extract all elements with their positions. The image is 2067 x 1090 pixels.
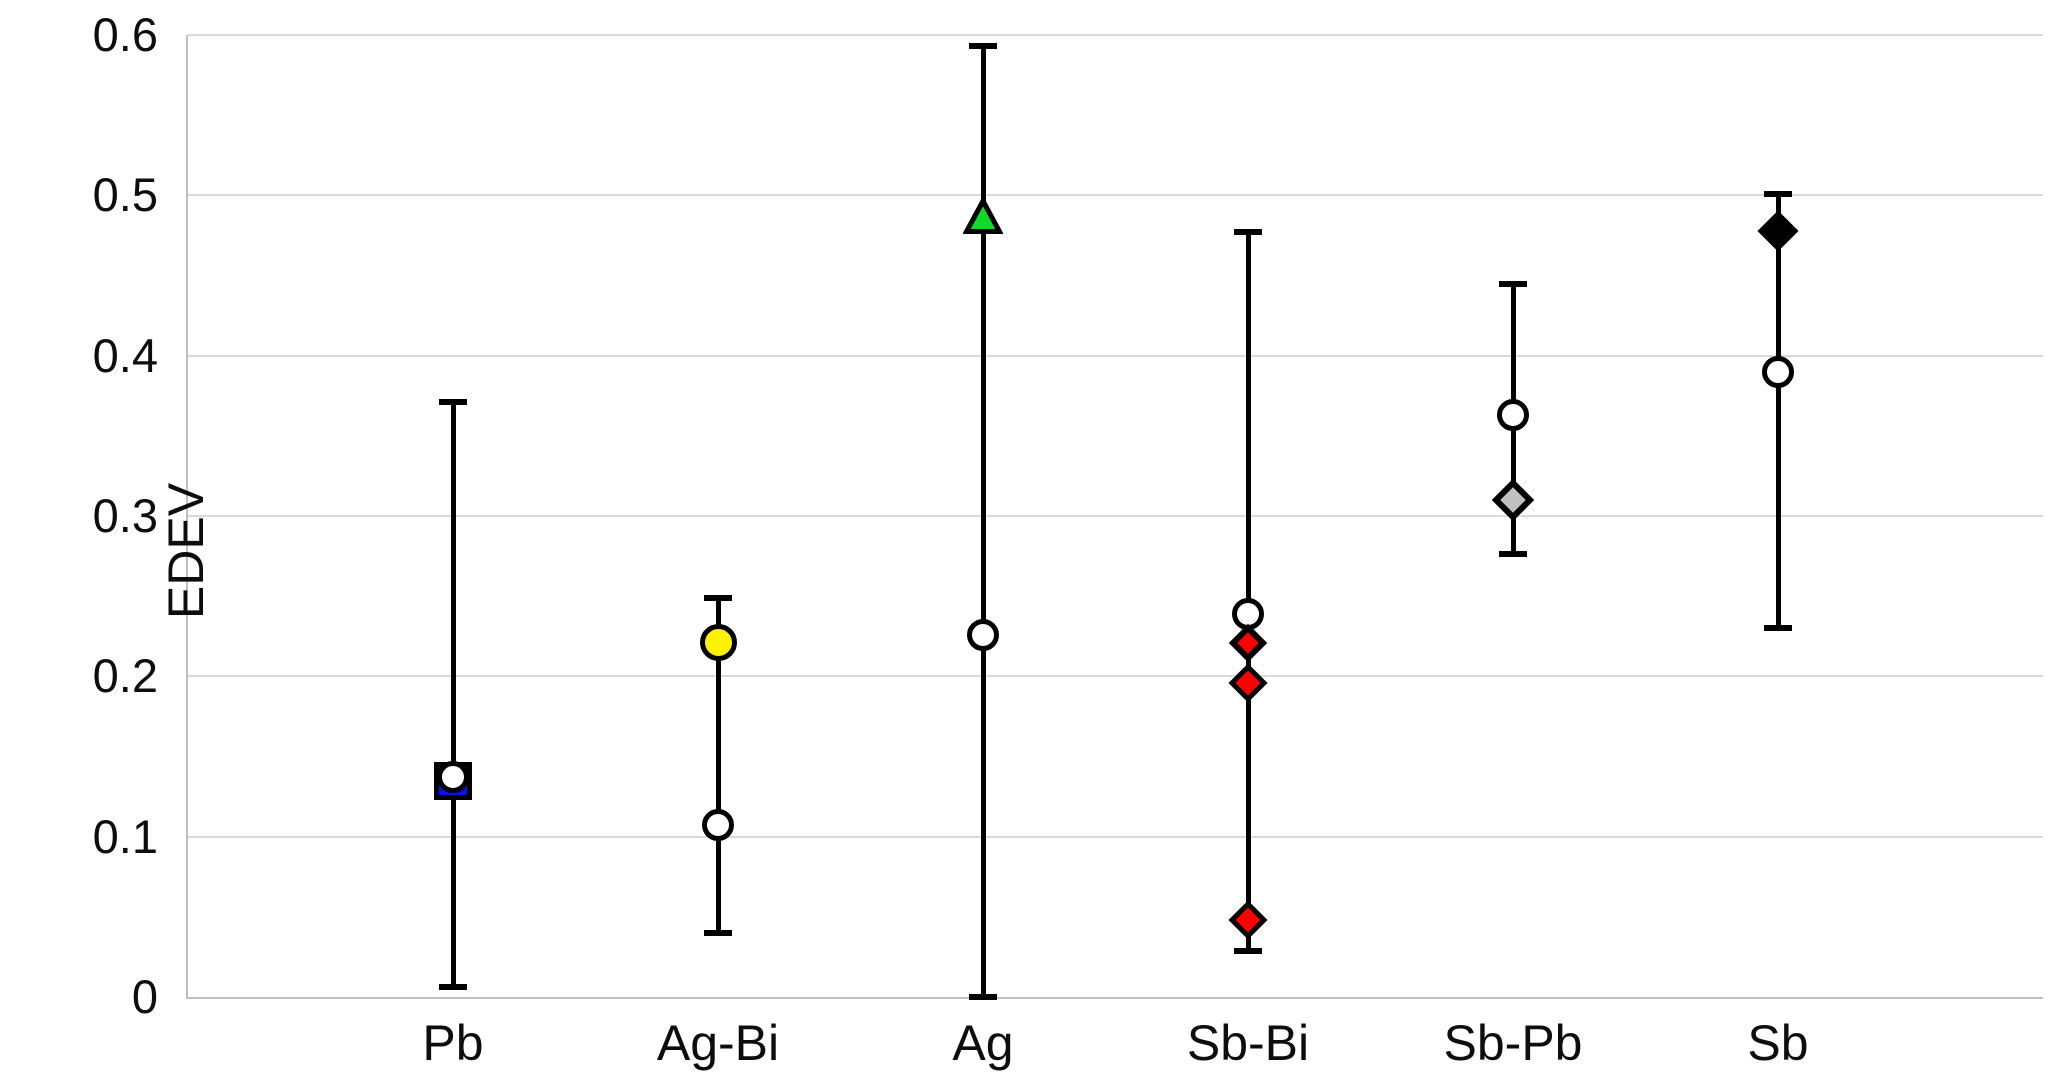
error-bar-Pb (450, 402, 456, 988)
plot-area: EDEV 0 0.1 0.2 0.3 0.4 0.5 0.6 Pb Ag-Bi Ag Sb-Bi Sb… (93, 8, 2043, 1071)
marker-white-circle (702, 809, 734, 842)
x-axis-label-Sb-Pb: Sb-Pb (1443, 1015, 1583, 1071)
marker-yellow-circle (699, 624, 737, 662)
y-tick-label: 0.6 (92, 8, 158, 61)
y-tick-label: 0.3 (92, 489, 158, 542)
x-axis-label-Sb-Bi: Sb-Bi (1186, 1015, 1310, 1071)
marker-white-circle (967, 618, 999, 651)
error-bar-cap-bottom-Pb (439, 984, 467, 991)
y-tick-label: 0.1 (92, 809, 158, 863)
marker-white-circle (1762, 355, 1794, 388)
error-bar-cap-top-Sb-Pb (1499, 280, 1527, 287)
y-axis-title: EDEV (158, 482, 214, 620)
marker-white-circle (1497, 398, 1529, 431)
error-bar-cap-top-Sb (1764, 190, 1792, 197)
error-bar-cap-top-Ag (969, 43, 997, 50)
y-tick-label: 0.4 (92, 328, 158, 382)
error-bar-cap-bottom-Ag (969, 994, 997, 1000)
marker-gray-diamond (1490, 477, 1536, 523)
marker-black-diamond (1756, 209, 1800, 253)
marker-red-diamond (1227, 899, 1269, 941)
marker-red-diamond (1227, 662, 1269, 704)
error-bar-cap-top-Pb (439, 399, 467, 406)
gridline (188, 675, 2043, 678)
error-bar-Ag-Bi (715, 597, 721, 933)
error-bar-Sb-Bi (1245, 232, 1251, 951)
y-tick-label: 0.2 (92, 649, 158, 703)
error-bar-cap-bottom-Sb-Pb (1499, 551, 1527, 558)
x-axis-label-Sb: Sb (1747, 1015, 1809, 1071)
x-axis-label-Ag: Ag (952, 1015, 1014, 1071)
gridline (188, 194, 2043, 197)
error-bar-cap-top-Ag-Bi (704, 594, 732, 601)
gridline (188, 515, 2043, 517)
error-bar-Ag (980, 46, 986, 997)
y-tick-label: 0 (131, 970, 158, 1023)
error-bar-cap-bottom-Ag-Bi (704, 929, 732, 936)
gridline (188, 34, 2043, 36)
error-bar-cap-top-Sb-Bi (1234, 229, 1262, 236)
marker-white-circle (437, 761, 469, 794)
error-bar-Sb (1775, 193, 1781, 629)
error-bar-cap-bottom-Sb (1764, 625, 1792, 632)
marker-red-diamond (1227, 622, 1269, 664)
x-axis-label-Ag-Bi: Ag-Bi (656, 1015, 780, 1071)
y-tick-label: 0.5 (92, 168, 158, 222)
gridline (188, 835, 2043, 838)
marker-green-triangle (963, 196, 1003, 236)
error-bar-cap-bottom-Sb-Bi (1234, 947, 1262, 954)
x-axis-label-Pb: Pb (422, 1015, 484, 1071)
gridline (188, 354, 2043, 357)
